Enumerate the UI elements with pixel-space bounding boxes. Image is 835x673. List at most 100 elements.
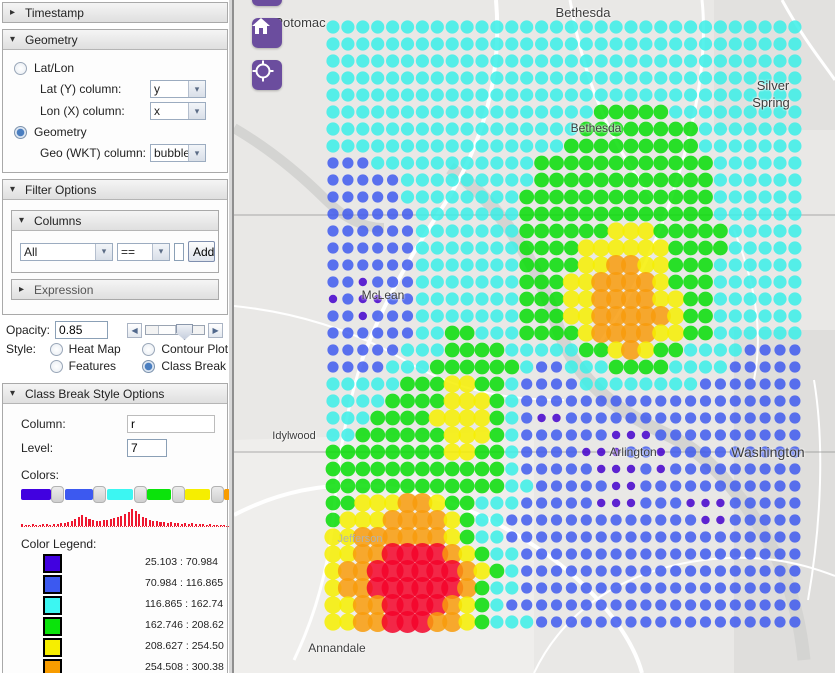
histogram-bar xyxy=(209,524,212,526)
histogram-bar xyxy=(95,521,98,526)
legend-color-swatch xyxy=(43,596,62,615)
legend-range-label: 70.984 : 116.865 xyxy=(145,577,224,589)
color-ramp-handle[interactable] xyxy=(93,486,106,503)
chevron-down-icon: ▾ xyxy=(95,243,112,260)
histogram-bar xyxy=(205,525,208,526)
legend-row: 116.865 : 162.74 xyxy=(21,595,227,616)
histogram-bar xyxy=(77,517,80,526)
histogram-bar xyxy=(166,523,169,526)
lon-column-select[interactable]: x ▾ xyxy=(150,102,206,120)
histogram-bar xyxy=(38,525,41,526)
filter-options-title: Filter Options xyxy=(25,182,97,197)
expression-header[interactable]: ▸ Expression xyxy=(12,280,218,299)
filter-options-header[interactable]: ▾ Filter Options xyxy=(3,180,227,200)
color-ramp-segment xyxy=(224,489,230,500)
chevron-down-icon: ▾ xyxy=(188,145,205,161)
style-radio-features[interactable] xyxy=(49,359,63,373)
chevron-down-icon: ▾ xyxy=(188,103,205,119)
color-ramp-handle[interactable] xyxy=(51,486,64,503)
slider-segment xyxy=(158,326,177,334)
histogram-bar xyxy=(74,519,77,526)
geometry-radio[interactable] xyxy=(14,125,27,139)
filter-column-select[interactable]: All ▾ xyxy=(20,242,113,261)
map-label: Jefferson xyxy=(337,533,383,545)
map-canvas[interactable]: Potomac Bethesda Silver Spring Bethesda McLea… xyxy=(234,0,835,673)
histogram-bar xyxy=(102,520,105,526)
dot-grid-layer xyxy=(324,20,802,633)
expression-subpanel: ▸ Expression xyxy=(11,279,219,300)
add-filter-button[interactable]: Add xyxy=(188,241,215,262)
color-ramp-bar[interactable] xyxy=(21,486,230,503)
histogram-bar xyxy=(187,524,190,526)
lat-column-label: Lat (Y) column: xyxy=(40,82,122,96)
legend-row: 25.103 : 70.984 xyxy=(21,553,227,574)
cb-column-input[interactable] xyxy=(127,415,215,433)
map-label: McLean xyxy=(361,288,405,302)
opacity-slider[interactable]: ◀ ▶ xyxy=(127,322,224,340)
class-break-header[interactable]: ▾ Class Break Style Options xyxy=(3,384,227,404)
home-button[interactable] xyxy=(252,18,282,48)
expanded-arrow-icon: ▾ xyxy=(10,388,16,399)
cb-level-input[interactable] xyxy=(127,439,167,457)
histogram-bar xyxy=(212,525,215,526)
slider-right-arrow-icon[interactable]: ▶ xyxy=(208,322,224,338)
filter-value-input[interactable] xyxy=(174,242,184,261)
columns-header[interactable]: ▾ Columns xyxy=(12,211,218,231)
histogram-bar xyxy=(145,518,148,526)
color-ramp-handle[interactable] xyxy=(172,486,185,503)
histogram-bar xyxy=(109,519,112,526)
geo-column-select[interactable]: bubble ▾ xyxy=(150,144,206,162)
style-class-break-label: Class Break xyxy=(161,359,227,373)
color-ramp-segment xyxy=(65,489,93,500)
histogram-bar xyxy=(60,523,63,526)
colors-label: Colors: xyxy=(21,468,60,482)
timestamp-panel-header[interactable]: ▸ Timestamp xyxy=(3,3,227,22)
histogram-bar xyxy=(159,522,162,526)
slider-left-arrow-icon[interactable]: ◀ xyxy=(127,322,143,338)
histogram-bar xyxy=(180,524,183,526)
latlon-radio[interactable] xyxy=(14,61,27,75)
color-ramp-segment xyxy=(147,489,171,500)
style-radio-heat-map[interactable] xyxy=(49,342,63,356)
map-label: Idylwood xyxy=(272,430,316,442)
style-radio-contour-plot[interactable] xyxy=(142,342,156,356)
histogram-bar xyxy=(67,522,70,526)
histogram-bar xyxy=(49,525,52,526)
zoom-control-button[interactable] xyxy=(252,0,282,6)
geometry-panel-header[interactable]: ▾ Geometry xyxy=(3,30,227,50)
opacity-slider-thumb[interactable] xyxy=(176,324,194,340)
color-ramp-segment xyxy=(21,489,51,500)
legend-color-swatch xyxy=(43,575,62,594)
legend-row: 70.984 : 116.865 xyxy=(21,574,227,595)
filter-options-panel: ▾ Filter Options ▾ Columns All ▾ xyxy=(2,179,228,315)
histogram-bar xyxy=(24,525,27,526)
color-ramp-handle[interactable] xyxy=(211,486,224,503)
histogram-bar xyxy=(31,524,34,526)
legend-range-label: 25.103 : 70.984 xyxy=(145,556,218,568)
histogram-bar xyxy=(81,515,84,526)
histogram-bar xyxy=(155,521,158,526)
histogram-bar xyxy=(194,524,198,526)
histogram-bar xyxy=(56,524,59,526)
lat-column-select[interactable]: y ▾ xyxy=(150,80,206,98)
locate-button[interactable] xyxy=(252,60,282,90)
style-radio-class-break[interactable] xyxy=(142,359,156,373)
style-contour-plot-label: Contour Plot xyxy=(161,342,229,356)
histogram-bar xyxy=(170,522,173,526)
legend-range-label: 208.627 : 254.50 xyxy=(145,640,224,652)
opacity-slider-track[interactable] xyxy=(145,324,206,340)
opacity-input[interactable] xyxy=(55,321,109,339)
expression-title: Expression xyxy=(34,282,94,297)
timestamp-title: Timestamp xyxy=(25,5,84,20)
filter-operator-select[interactable]: == ▾ xyxy=(117,242,170,261)
legend-color-swatch xyxy=(43,659,62,673)
legend-range-label: 116.865 : 162.74 xyxy=(145,598,224,610)
histogram-bar xyxy=(120,516,123,526)
histogram-bar xyxy=(177,523,180,526)
sidebar-map-divider[interactable] xyxy=(229,0,234,673)
color-ramp-handle[interactable] xyxy=(134,486,147,503)
color-legend-label: Color Legend: xyxy=(21,537,97,551)
histogram-bar xyxy=(202,524,205,526)
class-break-title: Class Break Style Options xyxy=(25,386,165,401)
